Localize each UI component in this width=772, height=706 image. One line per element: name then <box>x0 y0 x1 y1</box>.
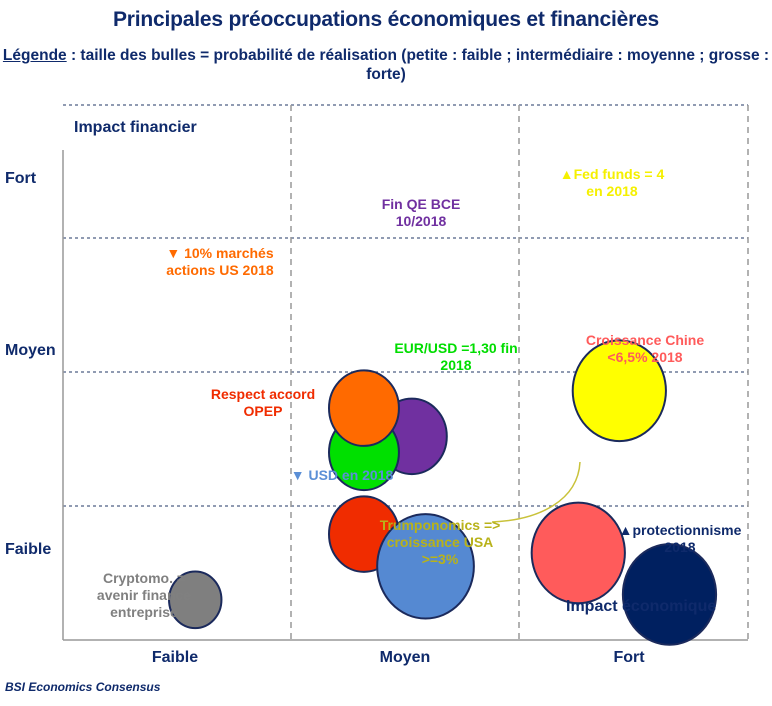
bubble <box>328 369 400 447</box>
bubble-label: Respect accord OPEP <box>211 386 315 420</box>
bubble-label-line: >=3% <box>421 551 459 567</box>
y-tick-label: Moyen <box>5 342 56 359</box>
y-tick-label: Faible <box>5 541 52 558</box>
bubble-label-line: en 2018 <box>586 183 638 199</box>
bubble-label: Fin QE BCE 10/2018 <box>382 196 461 230</box>
bubble-label-line: OPEP <box>243 403 283 419</box>
bubble-label-line: ▲protectionnisme <box>618 522 742 538</box>
bubble-label-line: Respect accord <box>210 386 316 402</box>
bubble-label-line: Croissance Chine <box>585 332 705 348</box>
bubble-label-line: Fin QE BCE <box>381 196 461 212</box>
bubble <box>376 513 475 620</box>
bubble-label: Croissance Chine <6,5% 2018 <box>586 332 704 366</box>
bubble-label-line: Trumponomics => <box>379 517 501 533</box>
legend-label: Légende <box>2 47 67 64</box>
bubble-label-line: ▲Fed funds = 4 <box>559 166 665 182</box>
bubble-label: EUR/USD =1,30 fin 2018 <box>394 340 517 374</box>
bubble-label-line: ▼ 10% marchés <box>166 245 274 261</box>
bubble-label-line: 2018 <box>440 357 472 373</box>
bubble <box>168 570 223 630</box>
bubble-label-line: entreprise <box>110 604 178 620</box>
bubble-label: ▼ USD en 2018 <box>291 467 394 484</box>
bubble <box>530 501 626 605</box>
bubble-label-line: actions US 2018 <box>166 262 274 278</box>
bubble-label-line: EUR/USD =1,30 fin <box>394 340 518 356</box>
bubble <box>621 543 718 646</box>
connector-line <box>491 461 581 523</box>
y-axis-title: Impact financier <box>74 119 197 136</box>
y-tick-label: Fort <box>5 170 37 187</box>
bubble-label-line: croissance USA <box>386 534 494 550</box>
x-tick-label: Moyen <box>379 649 431 666</box>
chart-legend-note: Légende : taille des bulles = probabilit… <box>0 46 772 84</box>
bubble <box>571 339 667 443</box>
chart-title: Principales préoccupations économiques e… <box>112 8 660 31</box>
bubble-label-line: <6,5% 2018 <box>607 349 683 365</box>
legend-text: : taille des bulles = probabilité de réa… <box>66 47 770 83</box>
bubble-label-line: avenir finance <box>96 587 192 603</box>
x-tick-label: Fort <box>613 649 645 666</box>
bubble-label: Trumponomics => croissance USA >=3% <box>380 517 501 568</box>
source-note: BSI Economics Consensus <box>5 680 161 694</box>
bubble-label-line: 2018 <box>664 539 696 555</box>
bubble-label: ▲Fed funds = 4 en 2018 <box>560 166 664 200</box>
x-axis-title: Impact économique <box>566 598 717 615</box>
bubble-label: Cryptomo. = avenir finance entreprise <box>97 570 191 621</box>
bubble-label: ▼ 10% marchés actions US 2018 <box>166 245 273 279</box>
x-tick-label: Faible <box>151 649 199 666</box>
bubble-label-line: ▼ USD en 2018 <box>290 467 394 483</box>
bubble-label-line: Cryptomo. = <box>102 570 186 586</box>
bubble-label-line: 10/2018 <box>395 213 447 229</box>
bubble-label: ▲protectionnisme 2018 <box>619 522 742 556</box>
